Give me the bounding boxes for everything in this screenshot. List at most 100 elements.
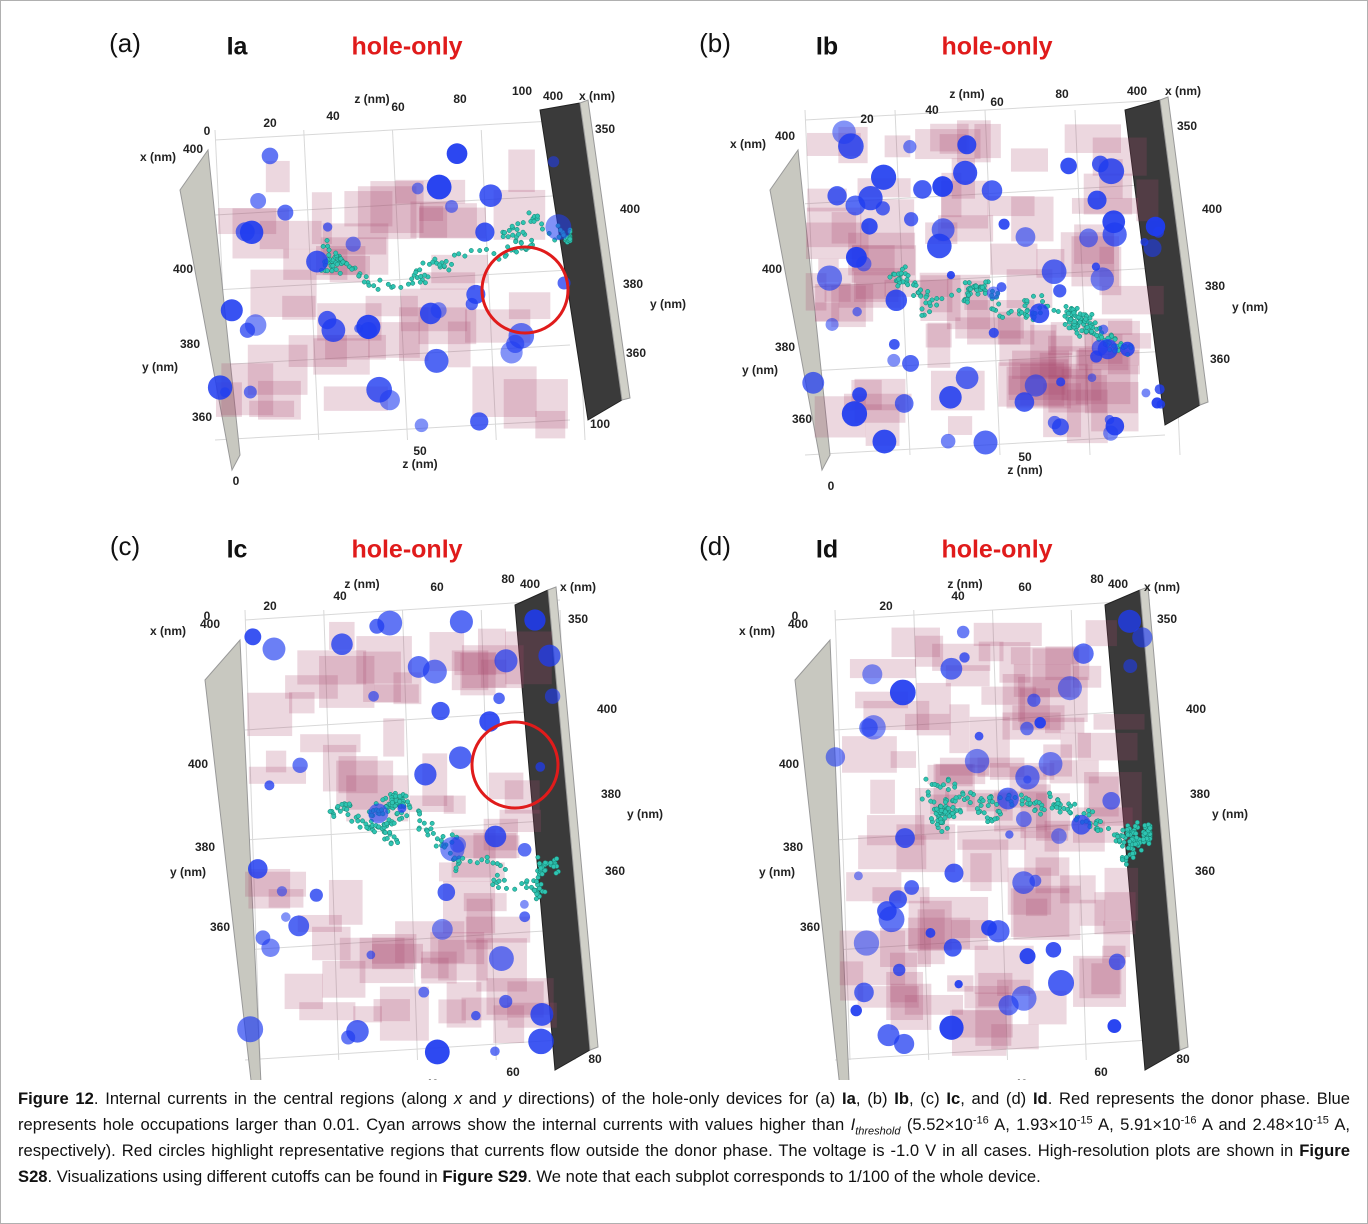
current-arrow: [451, 252, 457, 258]
donor-region: [914, 635, 944, 667]
current-arrow: [462, 253, 468, 259]
grid-line: [244, 929, 561, 951]
hole-occupation: [943, 938, 962, 957]
donor-region: [410, 201, 448, 238]
current-arrow: [393, 793, 399, 799]
donor-region: [987, 196, 1035, 217]
donor-region: [373, 999, 410, 1022]
caption-bold: Ic: [946, 1089, 961, 1108]
donor-region: [1012, 350, 1069, 379]
current-arrow: [1067, 809, 1073, 815]
current-arrow: [490, 882, 496, 888]
donor-region: [460, 653, 496, 696]
current-arrow: [505, 234, 511, 240]
hole-occupation: [850, 1004, 862, 1017]
hole-occupation: [1034, 717, 1046, 729]
current-arrow: [1072, 801, 1078, 807]
axis-text: 380: [601, 787, 621, 801]
grid-line: [480, 129, 497, 441]
axis-text: 400: [788, 617, 808, 631]
current-arrow: [966, 292, 972, 298]
current-arrow: [417, 279, 423, 285]
caption-superscript: -15: [1076, 1114, 1093, 1127]
axis-text: 400: [597, 702, 617, 716]
current-arrow: [326, 252, 332, 258]
hole-occupation: [889, 679, 916, 706]
current-arrow: [542, 868, 548, 874]
caption-text: , and (d): [960, 1089, 1033, 1108]
current-arrow: [1062, 321, 1068, 327]
donor-region: [880, 928, 931, 967]
current-arrow: [441, 263, 447, 269]
current-arrow: [357, 824, 363, 830]
hole-occupation: [870, 164, 897, 190]
axis-text: 40: [333, 589, 347, 603]
hole-occupation: [1102, 791, 1121, 810]
current-arrow: [538, 865, 544, 871]
current-arrow: [409, 276, 415, 282]
current-arrow: [1090, 809, 1096, 815]
current-arrow: [519, 881, 525, 886]
current-arrow: [1065, 310, 1071, 316]
donor-region: [1010, 647, 1079, 665]
hole-occupation: [825, 747, 846, 767]
donor-region: [974, 123, 1001, 159]
donor-region: [300, 734, 361, 753]
hole-occupation: [875, 201, 890, 216]
current-arrow: [1099, 334, 1105, 340]
hole-occupation: [895, 828, 915, 848]
current-arrow: [453, 865, 459, 871]
axis-text: z (nm): [344, 577, 379, 591]
donor-region: [503, 379, 568, 429]
donor-region: [1035, 857, 1070, 894]
caption-text: . We note that each subplot corresponds …: [527, 1167, 1041, 1186]
current-arrow: [895, 283, 901, 289]
hole-occupation: [243, 385, 257, 399]
hole-occupation: [500, 341, 523, 364]
hole-occupation: [264, 780, 275, 791]
hole-occupation: [973, 430, 998, 455]
current-arrow: [996, 809, 1002, 815]
donor-region: [465, 916, 531, 943]
hole-occupation: [411, 182, 424, 195]
axis-text: 400: [520, 577, 540, 591]
current-arrow: [964, 299, 970, 305]
current-arrow: [372, 829, 377, 835]
current-arrow: [417, 267, 423, 273]
current-arrow: [502, 867, 508, 872]
donor-region: [1079, 899, 1106, 926]
current-arrow: [483, 247, 489, 252]
grid-line: [244, 1039, 561, 1061]
current-arrow: [1024, 308, 1030, 314]
hole-occupation: [366, 950, 376, 960]
donor-region: [831, 212, 857, 244]
current-arrow: [460, 855, 466, 861]
hole-occupation: [1045, 942, 1062, 958]
current-arrow: [551, 864, 557, 870]
donor-region: [395, 921, 465, 963]
hole-occupation: [366, 376, 392, 403]
axis-text: 380: [623, 277, 643, 291]
current-arrow: [1024, 298, 1030, 304]
donor-region: [443, 795, 466, 814]
hole-occupation: [986, 286, 1001, 300]
current-arrow: [946, 813, 952, 819]
caption-bold: Figure S28: [18, 1141, 1350, 1186]
left-wall: [794, 638, 850, 1080]
donor-region: [1048, 346, 1093, 379]
current-arrow: [421, 820, 427, 826]
hole-occupation: [904, 880, 920, 895]
donor-region: [1010, 888, 1070, 937]
hole-occupation: [262, 637, 286, 661]
axis-text: 350: [1177, 119, 1197, 133]
current-arrow: [913, 282, 919, 288]
current-arrow: [990, 306, 996, 312]
current-arrow: [364, 825, 370, 830]
axis-text: 40: [925, 103, 939, 117]
axis-text: 100: [512, 84, 532, 98]
donor-region: [353, 1006, 382, 1023]
current-arrow: [1019, 798, 1025, 804]
current-arrow: [524, 885, 529, 890]
caption-text: . Visualizations using different cutoffs…: [47, 1167, 443, 1186]
donor-region: [855, 282, 886, 299]
